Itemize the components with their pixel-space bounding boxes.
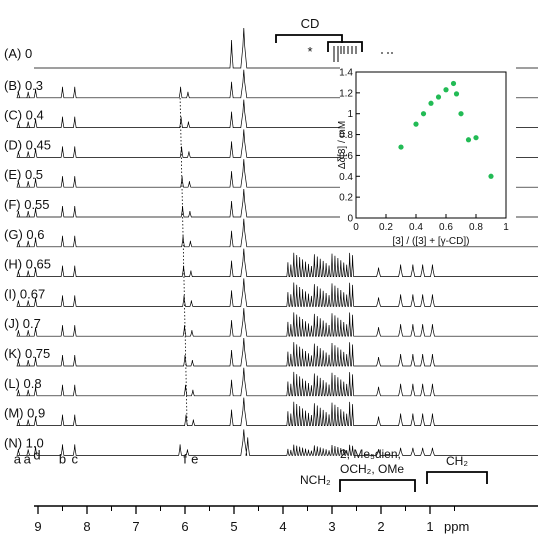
spectrum-trace: [16, 429, 538, 456]
x-tick-label: 1: [426, 519, 433, 534]
inset-y-tick-label: 1: [347, 109, 353, 120]
inset-data-point: [420, 111, 427, 117]
inset-x-tick-label: 0: [353, 222, 359, 233]
spectra-stack: [16, 27, 538, 456]
series-label: (E) 0.5: [4, 167, 43, 182]
x-tick-label: 3: [328, 519, 335, 534]
spectrum-trace: [16, 397, 538, 426]
x-tick-label: 6: [181, 519, 188, 534]
spectrum-trace: [16, 278, 538, 307]
inset-y-tick-label: 0: [347, 214, 353, 225]
series-labels: (A) 0 (B) 0.3 (C) 0.4 (D) 0.45 (E) 0.5 (F) 0.…: [4, 46, 51, 450]
spectrum-trace: [34, 27, 538, 69]
series-label: (N) 1.0: [4, 435, 44, 450]
inset-data-point: [488, 173, 494, 179]
spectrum-trace: [16, 337, 538, 367]
x-tick-label: 4: [279, 519, 286, 534]
x-tick-label: 2: [377, 519, 384, 534]
inset-x-axis-label: [3] / ([3] + [γ-CD]): [393, 236, 470, 247]
x-tick-label: 8: [83, 519, 90, 534]
inset-y-tick-label: 1.2: [339, 88, 353, 99]
x-tick-label: 7: [132, 519, 139, 534]
inset-y-tick-label: 0.8: [339, 130, 353, 141]
inset-data-point: [443, 87, 449, 93]
peak-label: a: [24, 451, 32, 466]
inset-frame: [355, 71, 507, 219]
cd-label: CD: [301, 16, 320, 31]
x-unit-label: ppm: [444, 519, 469, 534]
inset-y-tick-label: 1.4: [339, 68, 353, 79]
inset-data-point: [398, 144, 404, 150]
ch2-label: CH₂: [446, 454, 468, 468]
inset-data-point: [453, 91, 460, 97]
series-label: (D) 0.45: [4, 137, 51, 152]
peak-label: d: [33, 447, 40, 462]
spectrum-trace: [16, 129, 538, 158]
nch2-label: NCH₂: [300, 473, 331, 487]
annotations: a a d b c f e CD * 2, Me₅dien,OCH₂, OMe NCH₂ CH₂: [14, 16, 488, 492]
inset-x-tick-label: 0.4: [409, 222, 423, 233]
peak-label: e: [191, 451, 198, 466]
peak-label: f: [183, 451, 187, 466]
spectrum-trace: [16, 99, 538, 128]
inset-data-point: [413, 121, 419, 127]
asterisk-label: *: [307, 44, 312, 59]
spectrum-trace: [16, 69, 538, 99]
series-label: (F) 0.55: [4, 197, 50, 212]
group-bracket: [339, 479, 416, 492]
x-tick-label: 9: [34, 519, 41, 534]
spectrum-trace: [16, 367, 538, 397]
series-label: (M) 0.9: [4, 406, 45, 421]
peak-label: c: [72, 451, 79, 466]
spectrum-trace: [16, 248, 538, 277]
series-label: (B) 0.3: [4, 78, 43, 93]
inset-y-axis-label: Δδ[3] / mM: [337, 121, 348, 169]
ppm-axis: 9 8 7 6 5 4 3 2 1 ppm: [34, 505, 538, 534]
series-label: (L) 0.8: [4, 376, 42, 391]
spectrum-trace: [16, 218, 538, 248]
series-label: (K) 0.75: [4, 346, 50, 361]
spectrum-trace: [16, 188, 538, 218]
inset-x-tick-label: 0.2: [379, 222, 393, 233]
series-label: (A) 0: [4, 46, 32, 61]
series-label: (G) 0.6: [4, 227, 44, 242]
inset-x-tick-label: 0.8: [469, 222, 483, 233]
inset-y-tick-label: 0.6: [339, 151, 353, 162]
spectrum-trace: [16, 159, 538, 188]
x-tick-label: 5: [230, 519, 237, 534]
inset-x-tick-label: 0.6: [439, 222, 453, 233]
inset-data-point: [428, 100, 434, 106]
series-label: (J) 0.7: [4, 316, 41, 331]
group-label-line1: 2, Me₅dien,: [340, 447, 401, 461]
inset-data-point: [473, 135, 479, 141]
group-label-line2: OCH₂, OMe: [340, 462, 404, 476]
inset-data-point: [435, 94, 442, 100]
peak-label: a: [14, 451, 22, 466]
inset-y-tick-label: 0.2: [339, 193, 353, 204]
spectrum-trace: [16, 308, 538, 337]
inset-x-tick-label: 1: [503, 222, 509, 233]
series-label: (C) 0.4: [4, 108, 44, 123]
peak-label: b: [59, 451, 66, 466]
inset-background: [340, 54, 516, 232]
cd-sub-bracket: [327, 41, 363, 52]
inset-data-point: [450, 80, 457, 87]
cd-bracket: [275, 34, 343, 43]
inset-data-point: [458, 111, 464, 117]
series-label: (H) 0.65: [4, 257, 51, 272]
inset-scatter-plot: 0 0.2 0.4 0.6 0.8 1 0 0.2 0.4 0.6 0.8 1 1.2 1.4 [3] / …: [337, 54, 516, 247]
peak-shift-guide: [179, 97, 188, 426]
ch2-bracket: [426, 471, 488, 484]
series-label: (I) 0.67: [4, 286, 45, 301]
inset-y-tick-label: 0.4: [339, 172, 353, 183]
inset-data-point: [465, 137, 472, 143]
